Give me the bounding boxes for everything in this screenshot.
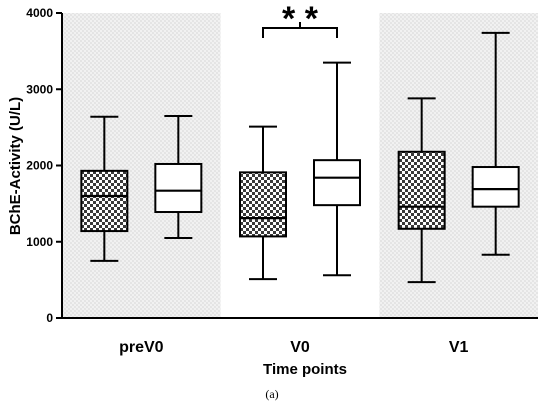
x-category-label-v0: V0 xyxy=(290,339,310,356)
y-tick-label: 2000 xyxy=(26,159,53,173)
y-tick-label: 0 xyxy=(46,311,53,325)
box-v0-checkered xyxy=(239,125,287,281)
boxes xyxy=(80,31,520,284)
box-iqr xyxy=(239,171,287,238)
box-v1-checkered xyxy=(397,97,446,284)
box-prev0-white xyxy=(154,114,203,239)
box-iqr xyxy=(80,169,129,233)
figure-caption: (a) xyxy=(265,387,278,401)
axes: 0 1000 2000 3000 4000 preV0 V0 V1 xyxy=(26,6,538,356)
box-v0-white xyxy=(313,61,361,277)
x-category-label-v1: V1 xyxy=(449,339,469,356)
y-tick-label: 1000 xyxy=(26,235,53,249)
significance-bracket: * * xyxy=(262,0,338,38)
box-v1-white xyxy=(471,31,520,256)
x-category-label-prev0: preV0 xyxy=(119,339,164,356)
box-prev0-checkered xyxy=(80,115,129,262)
box-iqr xyxy=(471,166,520,208)
box-iqr xyxy=(313,159,361,207)
box-iqr xyxy=(154,162,203,214)
box-iqr xyxy=(397,150,446,230)
shaded-regions xyxy=(62,13,538,318)
x-axis-label: Time points xyxy=(263,361,347,378)
significance-stars: * * xyxy=(282,0,319,38)
y-tick-label: 4000 xyxy=(26,6,53,20)
y-tick-label: 3000 xyxy=(26,82,53,96)
y-axis-label: BChE-Activity (U/L) xyxy=(7,97,24,235)
